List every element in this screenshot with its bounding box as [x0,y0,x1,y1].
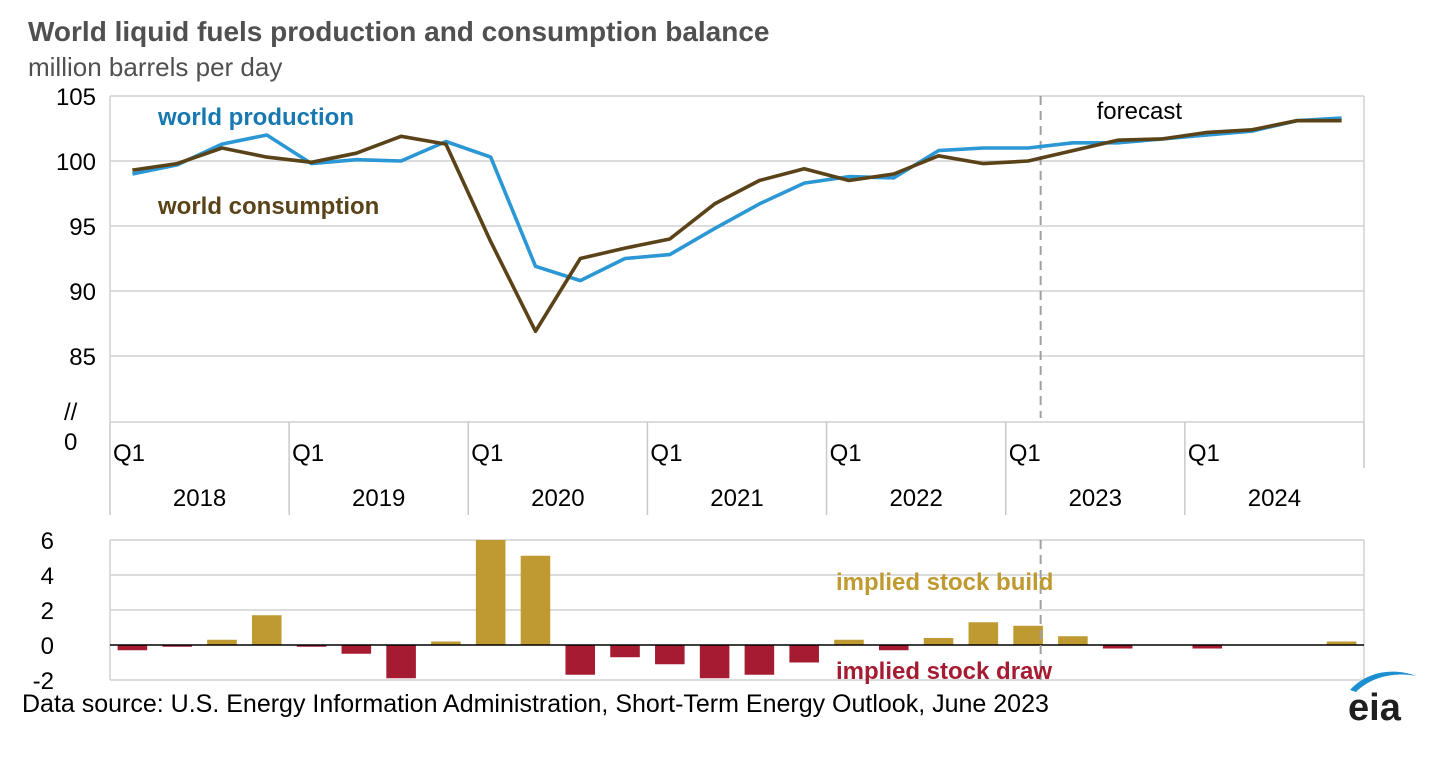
stock-draw-bar [699,645,730,679]
top-y-tick-label: 100 [56,149,96,176]
y-axis-break-label: // [64,399,78,426]
top-y-tick-label: 85 [69,344,96,371]
x-axis-quarter-label: Q1 [650,440,682,467]
x-axis-quarter-label: Q1 [471,440,503,467]
x-axis-quarter-label: Q1 [1188,440,1220,467]
stock-build-bar [923,638,954,645]
stock-draw-bar [117,645,148,651]
forecast-label: forecast [1097,98,1183,125]
stock-draw-bar [789,645,819,663]
stock-build-bar [251,615,282,645]
stock-build-bar [431,641,461,645]
stock-build-bar [1013,625,1043,645]
stock-build-bar [475,540,506,645]
x-axis-quarter-label: Q1 [292,440,324,467]
stock-build-bar [520,555,551,645]
stock-build-bar [834,639,864,645]
stock-build-bar [1058,636,1088,645]
chart-title: World liquid fuels production and consum… [28,16,770,47]
source-note: Data source: U.S. Energy Information Adm… [22,690,1049,718]
stock-draw-label: implied stock draw [836,658,1052,685]
x-axis-year-label: 2019 [352,485,405,512]
top-y-tick-label: 95 [69,214,96,241]
top-y-tick-label: 105 [56,84,96,111]
x-axis-year-label: 2021 [710,485,763,512]
x-axis-quarter-label: Q1 [1009,440,1041,467]
x-axis-year-label: 2024 [1248,485,1301,512]
stock-draw-bar [744,645,775,675]
stock-draw-bar [610,645,640,658]
stock-draw-bar [386,645,416,679]
bottom-y-tick-label: 2 [41,598,54,625]
stock-build-label: implied stock build [836,569,1053,596]
bottom-y-tick-label: 4 [41,563,54,590]
bottom-y-tick-label: -2 [33,668,54,695]
stock-draw-bar [565,645,596,675]
stock-draw-bar [1102,645,1133,649]
top-y-tick-label: 90 [69,279,96,306]
x-axis-year-label: 2018 [173,485,226,512]
bottom-y-tick-label: 6 [41,528,54,555]
eia-logo-text: eia [1348,687,1402,724]
consumption-series-label: world consumption [157,193,379,220]
stock-draw-bar [655,645,685,665]
eia-logo-swoosh [1350,671,1416,692]
x-axis: Q1 Q1 Q1 Q1 Q1 Q1 Q1 2018 2019 2020 2021 2022 2023 20… [109,422,1365,515]
x-axis-quarter-label: Q1 [113,440,145,467]
stock-draw-bar [296,645,327,647]
bottom-y-tick-label: 0 [41,633,54,660]
chart-subtitle: million barrels per day [28,52,283,82]
x-axis-year-label: 2020 [531,485,584,512]
x-axis-year-label: 2022 [889,485,942,512]
y-axis-zero-label: 0 [64,429,77,456]
consumption-line [132,118,1342,334]
x-axis-year-label: 2023 [1069,485,1122,512]
stock-draw-bar [162,645,192,647]
stock-draw-bar [878,645,909,651]
stock-build-bar [207,639,237,645]
stock-draw-bar [341,645,372,654]
eia-logo: eia [1348,671,1416,724]
stock-build-bar [968,622,999,645]
production-series-label: world production [157,104,354,131]
x-axis-quarter-label: Q1 [830,440,862,467]
stock-draw-bar [1192,645,1223,649]
stock-build-bar [1326,641,1357,645]
